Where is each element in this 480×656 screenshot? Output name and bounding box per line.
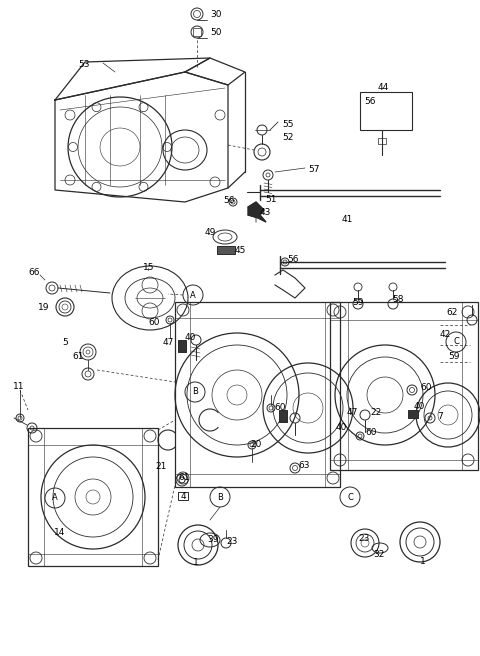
Text: 5: 5 xyxy=(62,338,68,347)
Bar xyxy=(408,410,418,418)
Text: 51: 51 xyxy=(265,195,276,204)
Text: 45: 45 xyxy=(235,246,246,255)
Text: 60: 60 xyxy=(365,428,376,437)
Text: 56: 56 xyxy=(287,255,299,264)
Text: 42: 42 xyxy=(440,330,451,339)
Text: 55: 55 xyxy=(282,120,293,129)
Text: C: C xyxy=(453,337,459,346)
Text: 19: 19 xyxy=(38,303,49,312)
Text: 14: 14 xyxy=(54,528,65,537)
Text: 23: 23 xyxy=(358,534,370,543)
Text: 43: 43 xyxy=(260,208,271,217)
Text: 52: 52 xyxy=(282,133,293,142)
Text: 1: 1 xyxy=(420,557,426,566)
Text: B: B xyxy=(217,493,223,501)
Bar xyxy=(28,428,158,566)
Text: 56: 56 xyxy=(223,196,235,205)
Text: 60: 60 xyxy=(420,383,432,392)
Text: 32: 32 xyxy=(373,550,384,559)
Bar xyxy=(217,246,235,254)
Text: A: A xyxy=(52,493,58,502)
Text: 23: 23 xyxy=(226,537,238,546)
Text: 15: 15 xyxy=(143,263,155,272)
Bar xyxy=(178,340,186,352)
Text: 57: 57 xyxy=(308,165,320,174)
Text: 66: 66 xyxy=(28,268,39,277)
Text: 4: 4 xyxy=(181,492,187,501)
Bar xyxy=(378,138,386,144)
Text: 59: 59 xyxy=(352,298,363,307)
Text: 21: 21 xyxy=(155,462,167,471)
Bar xyxy=(175,302,340,487)
Text: 49: 49 xyxy=(205,228,216,237)
Text: 40: 40 xyxy=(414,402,425,411)
Text: 61: 61 xyxy=(178,473,190,482)
Text: 1: 1 xyxy=(193,558,199,567)
Text: B: B xyxy=(192,388,198,396)
Text: 47: 47 xyxy=(163,338,174,347)
Text: 61: 61 xyxy=(72,352,84,361)
Text: 62: 62 xyxy=(446,308,457,317)
Text: 39: 39 xyxy=(207,535,218,544)
Polygon shape xyxy=(248,202,266,222)
Text: 60: 60 xyxy=(274,403,286,412)
Text: 56: 56 xyxy=(364,97,375,106)
Text: 40: 40 xyxy=(336,423,348,432)
Text: 47: 47 xyxy=(347,408,359,417)
Text: 58: 58 xyxy=(392,295,404,304)
Bar xyxy=(193,28,201,36)
Bar xyxy=(360,92,412,130)
Text: C: C xyxy=(347,493,353,501)
Text: 11: 11 xyxy=(13,382,24,391)
Text: 50: 50 xyxy=(210,28,221,37)
Text: 60: 60 xyxy=(148,318,159,327)
Bar xyxy=(279,410,287,422)
Text: A: A xyxy=(190,291,196,300)
Bar xyxy=(330,302,478,470)
Text: 59: 59 xyxy=(448,352,459,361)
Text: 20: 20 xyxy=(250,440,262,449)
Text: 53: 53 xyxy=(78,60,89,69)
Text: 44: 44 xyxy=(378,83,389,92)
Text: 22: 22 xyxy=(370,408,381,417)
Text: 40: 40 xyxy=(185,333,196,342)
Text: 63: 63 xyxy=(298,461,310,470)
Text: 41: 41 xyxy=(342,215,353,224)
Bar xyxy=(178,492,188,500)
Text: 30: 30 xyxy=(210,10,221,19)
Text: 7: 7 xyxy=(437,412,443,421)
